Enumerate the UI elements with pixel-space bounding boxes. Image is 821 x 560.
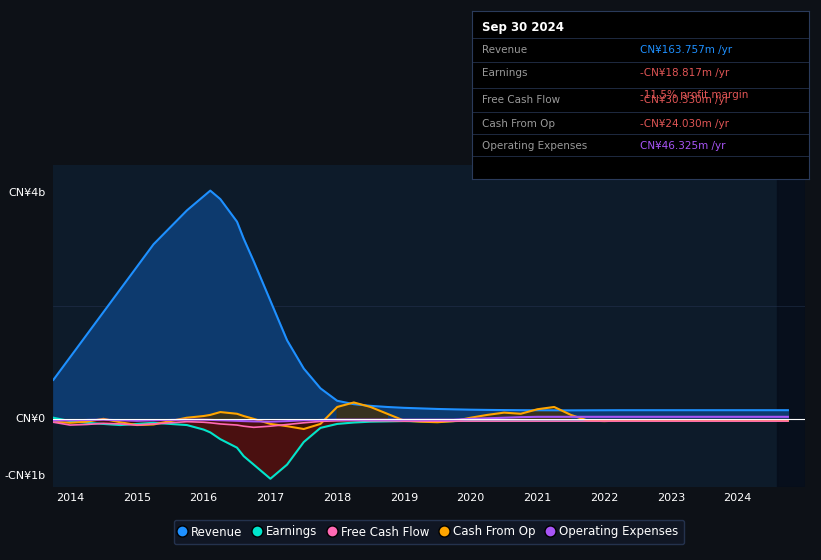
Text: CN¥46.325m /yr: CN¥46.325m /yr bbox=[640, 141, 726, 151]
Text: Operating Expenses: Operating Expenses bbox=[482, 141, 587, 151]
Text: Free Cash Flow: Free Cash Flow bbox=[482, 95, 560, 105]
Text: -CN¥24.030m /yr: -CN¥24.030m /yr bbox=[640, 119, 729, 129]
Legend: Revenue, Earnings, Free Cash Flow, Cash From Op, Operating Expenses: Revenue, Earnings, Free Cash Flow, Cash … bbox=[173, 520, 685, 544]
Text: -CN¥18.817m /yr: -CN¥18.817m /yr bbox=[640, 68, 730, 78]
Text: CN¥4b: CN¥4b bbox=[8, 189, 45, 198]
Text: CN¥163.757m /yr: CN¥163.757m /yr bbox=[640, 45, 732, 55]
Bar bbox=[777, 165, 805, 487]
Text: Revenue: Revenue bbox=[482, 45, 527, 55]
Text: CN¥0: CN¥0 bbox=[15, 414, 45, 424]
Text: Sep 30 2024: Sep 30 2024 bbox=[482, 21, 564, 34]
Text: Cash From Op: Cash From Op bbox=[482, 119, 555, 129]
Text: -CN¥1b: -CN¥1b bbox=[4, 471, 45, 481]
Text: -CN¥30.330m /yr: -CN¥30.330m /yr bbox=[640, 95, 729, 105]
Text: Earnings: Earnings bbox=[482, 68, 528, 78]
Text: -11.5% profit margin: -11.5% profit margin bbox=[640, 90, 749, 100]
